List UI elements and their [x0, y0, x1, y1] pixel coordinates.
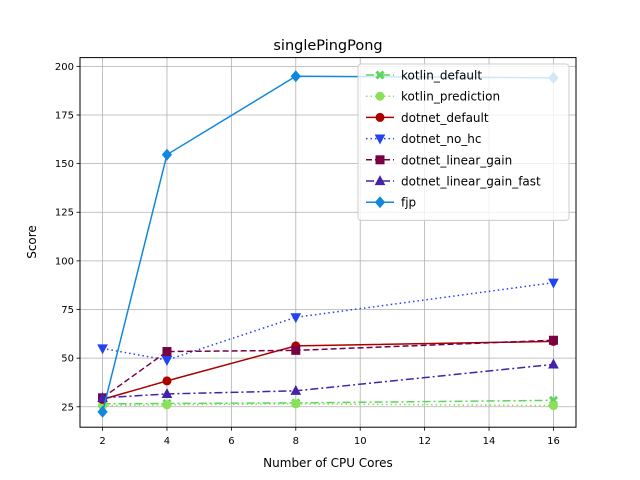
data-point: [162, 347, 172, 357]
data-point: [291, 345, 301, 355]
x-tick-label: 14: [483, 436, 496, 447]
series-line: [102, 339, 554, 399]
series-line: [102, 281, 554, 361]
data-point: [162, 400, 172, 410]
plot-frame: [79, 57, 577, 428]
y-tick-label: 200: [55, 62, 74, 73]
legend-label: dotnet_default: [401, 111, 489, 125]
legend-label: kotlin_default: [401, 69, 482, 83]
legend-label: dotnet_linear_gain: [401, 153, 512, 167]
x-tick-label: 2: [99, 436, 105, 447]
legend-item-dotnet_no_hc: dotnet_no_hc: [366, 132, 482, 146]
x-tick-label: 8: [293, 436, 299, 447]
data-point: [548, 401, 558, 411]
data-point: [161, 388, 173, 399]
series-line: [102, 399, 554, 405]
x-axis-label: Number of CPU Cores: [263, 456, 393, 470]
data-point: [162, 376, 172, 386]
series-kotlin_prediction: [98, 399, 558, 411]
x-tick-label: 12: [418, 436, 431, 447]
y-tick-label: 75: [61, 305, 74, 316]
series-dotnet_no_hc: [97, 278, 559, 366]
y-tick-label: 150: [55, 159, 74, 170]
legend-label: dotnet_no_hc: [401, 132, 482, 146]
series-dotnet_linear_gain_fast: [97, 358, 559, 402]
x-axis-ticks: 2 4 6 8 10 12 14 16: [99, 427, 560, 447]
legend: kotlin_default kotlin_prediction dotnet_de…: [357, 63, 570, 221]
data-point: [548, 278, 559, 289]
x-tick-label: 6: [228, 436, 234, 447]
data-point: [290, 313, 302, 324]
series-layer: [97, 70, 559, 418]
data-point: [290, 70, 301, 83]
series-line: [102, 340, 554, 401]
y-tick-label: 175: [55, 110, 74, 121]
legend-marker: [375, 112, 385, 122]
legend-label: fjp: [401, 196, 416, 210]
data-point: [97, 391, 108, 402]
legend-marker: [375, 70, 385, 80]
legend-box: [357, 63, 570, 221]
y-tick-label: 125: [55, 208, 74, 219]
x-tick-label: 4: [164, 436, 170, 447]
data-point: [548, 335, 558, 345]
data-point: [290, 384, 302, 395]
y-tick-label: 50: [61, 354, 74, 365]
series-line: [102, 403, 554, 407]
legend-item-dotnet_default: dotnet_default: [366, 111, 489, 125]
legend-item-fjp: fjp: [366, 196, 416, 210]
data-point: [161, 355, 173, 366]
legend-marker: [374, 196, 386, 209]
data-point: [97, 344, 108, 355]
y-tick-label: 100: [55, 256, 74, 267]
legend-marker: [374, 134, 386, 145]
legend-item-kotlin_default: kotlin_default: [366, 69, 482, 83]
series-line: [102, 363, 554, 399]
data-point: [97, 405, 108, 418]
data-point: [291, 399, 301, 409]
legend-marker: [375, 155, 385, 165]
legend-item-dotnet_linear_gain_fast: dotnet_linear_gain_fast: [366, 175, 541, 189]
x-tick-label: 10: [354, 436, 367, 447]
x-tick-label: 16: [547, 436, 560, 447]
chart-title: singlePingPong: [273, 38, 382, 54]
legend-marker: [375, 91, 385, 101]
y-axis-label: Score: [25, 225, 39, 259]
y-tick-label: 25: [61, 402, 74, 413]
legend-marker: [374, 175, 386, 186]
data-point: [161, 148, 173, 161]
legend-item-kotlin_prediction: kotlin_prediction: [366, 90, 500, 104]
legend-label: dotnet_linear_gain_fast: [401, 175, 541, 189]
legend-label: kotlin_prediction: [401, 90, 500, 104]
legend-item-dotnet_linear_gain: dotnet_linear_gain: [366, 153, 512, 167]
data-point: [548, 358, 559, 369]
y-axis-ticks: 25 50 75 100 125 150 175 200: [55, 62, 80, 413]
